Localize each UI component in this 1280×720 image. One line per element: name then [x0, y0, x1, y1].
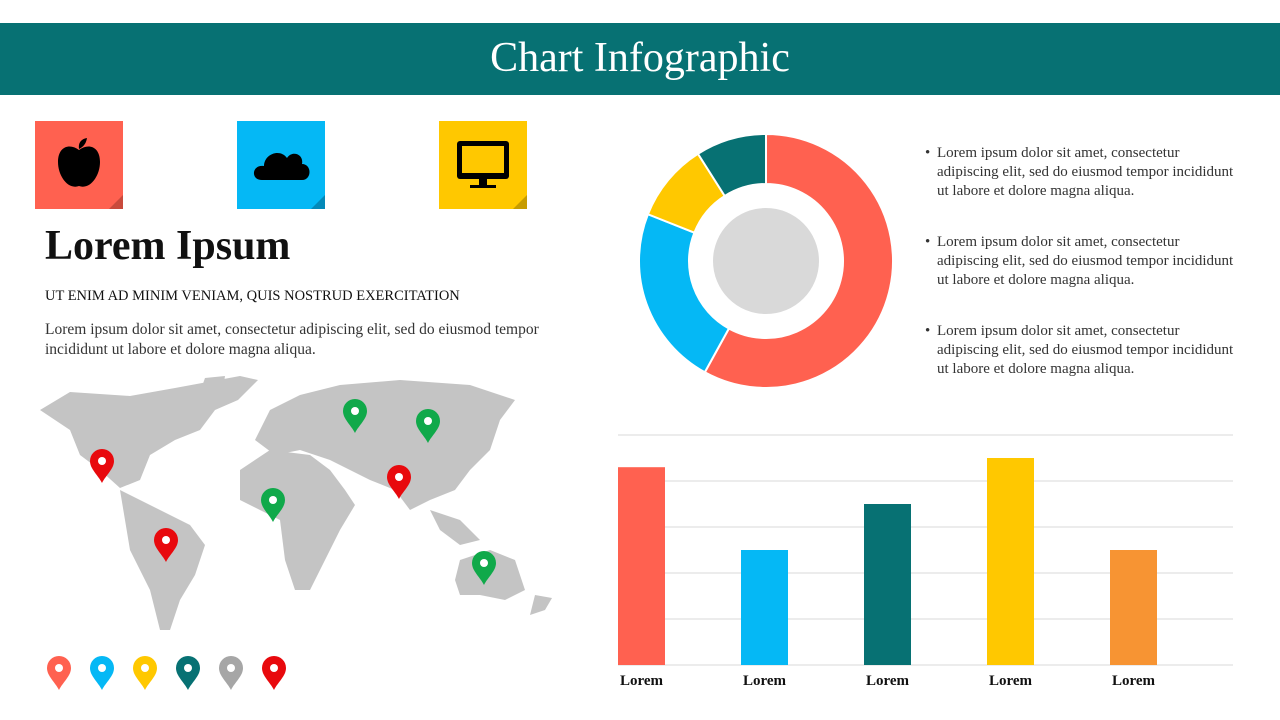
bar	[741, 550, 788, 665]
donut-segment	[638, 212, 731, 374]
pin-legend	[47, 656, 286, 690]
bullet-text: Lorem ipsum dolor sit amet, consectetur …	[937, 234, 1234, 288]
donut-segment	[703, 132, 894, 389]
bar	[618, 467, 665, 665]
donut	[638, 132, 894, 389]
bullet: • Lorem ipsum dolor sit amet, consectetur…	[925, 145, 1234, 199]
icon-cloud	[237, 121, 325, 209]
world-map	[40, 376, 552, 630]
x-tick-label: Lorem	[620, 673, 664, 689]
bar	[1110, 550, 1157, 665]
bullet: • Lorem ipsum dolor sit amet, consectetur…	[925, 234, 1234, 288]
bullet-text: Lorem ipsum dolor sit amet, consectetur …	[937, 323, 1234, 377]
bullets: • Lorem ipsum dolor sit amet, consectetur…	[925, 144, 1235, 379]
bullet: • Lorem ipsum dolor sit amet, consectetur…	[925, 323, 1234, 377]
x-tick-label: Lorem	[866, 673, 910, 689]
x-tick-label: Lorem	[743, 673, 787, 689]
x-tick-label: Lorem	[1112, 673, 1156, 689]
icon-monitor	[439, 121, 527, 209]
icon-apple	[35, 121, 123, 209]
subheading: UT ENIM AD MINIM VENIAM, QUIS NOSTRUD EX…	[45, 288, 460, 304]
title: Chart Infographic	[490, 35, 790, 81]
body-text: Lorem ipsum dolor sit amet, consectetur …	[45, 321, 539, 358]
bar	[864, 504, 911, 665]
heading: Lorem Ipsum	[45, 223, 291, 269]
donut-center	[713, 208, 819, 314]
donut-segment	[696, 132, 767, 198]
bar	[987, 458, 1034, 665]
bullet-text: Lorem ipsum dolor sit amet, consectetur …	[937, 145, 1234, 199]
x-tick-label: Lorem	[989, 673, 1033, 689]
map-pins	[90, 399, 496, 585]
header-bar	[0, 23, 1280, 95]
